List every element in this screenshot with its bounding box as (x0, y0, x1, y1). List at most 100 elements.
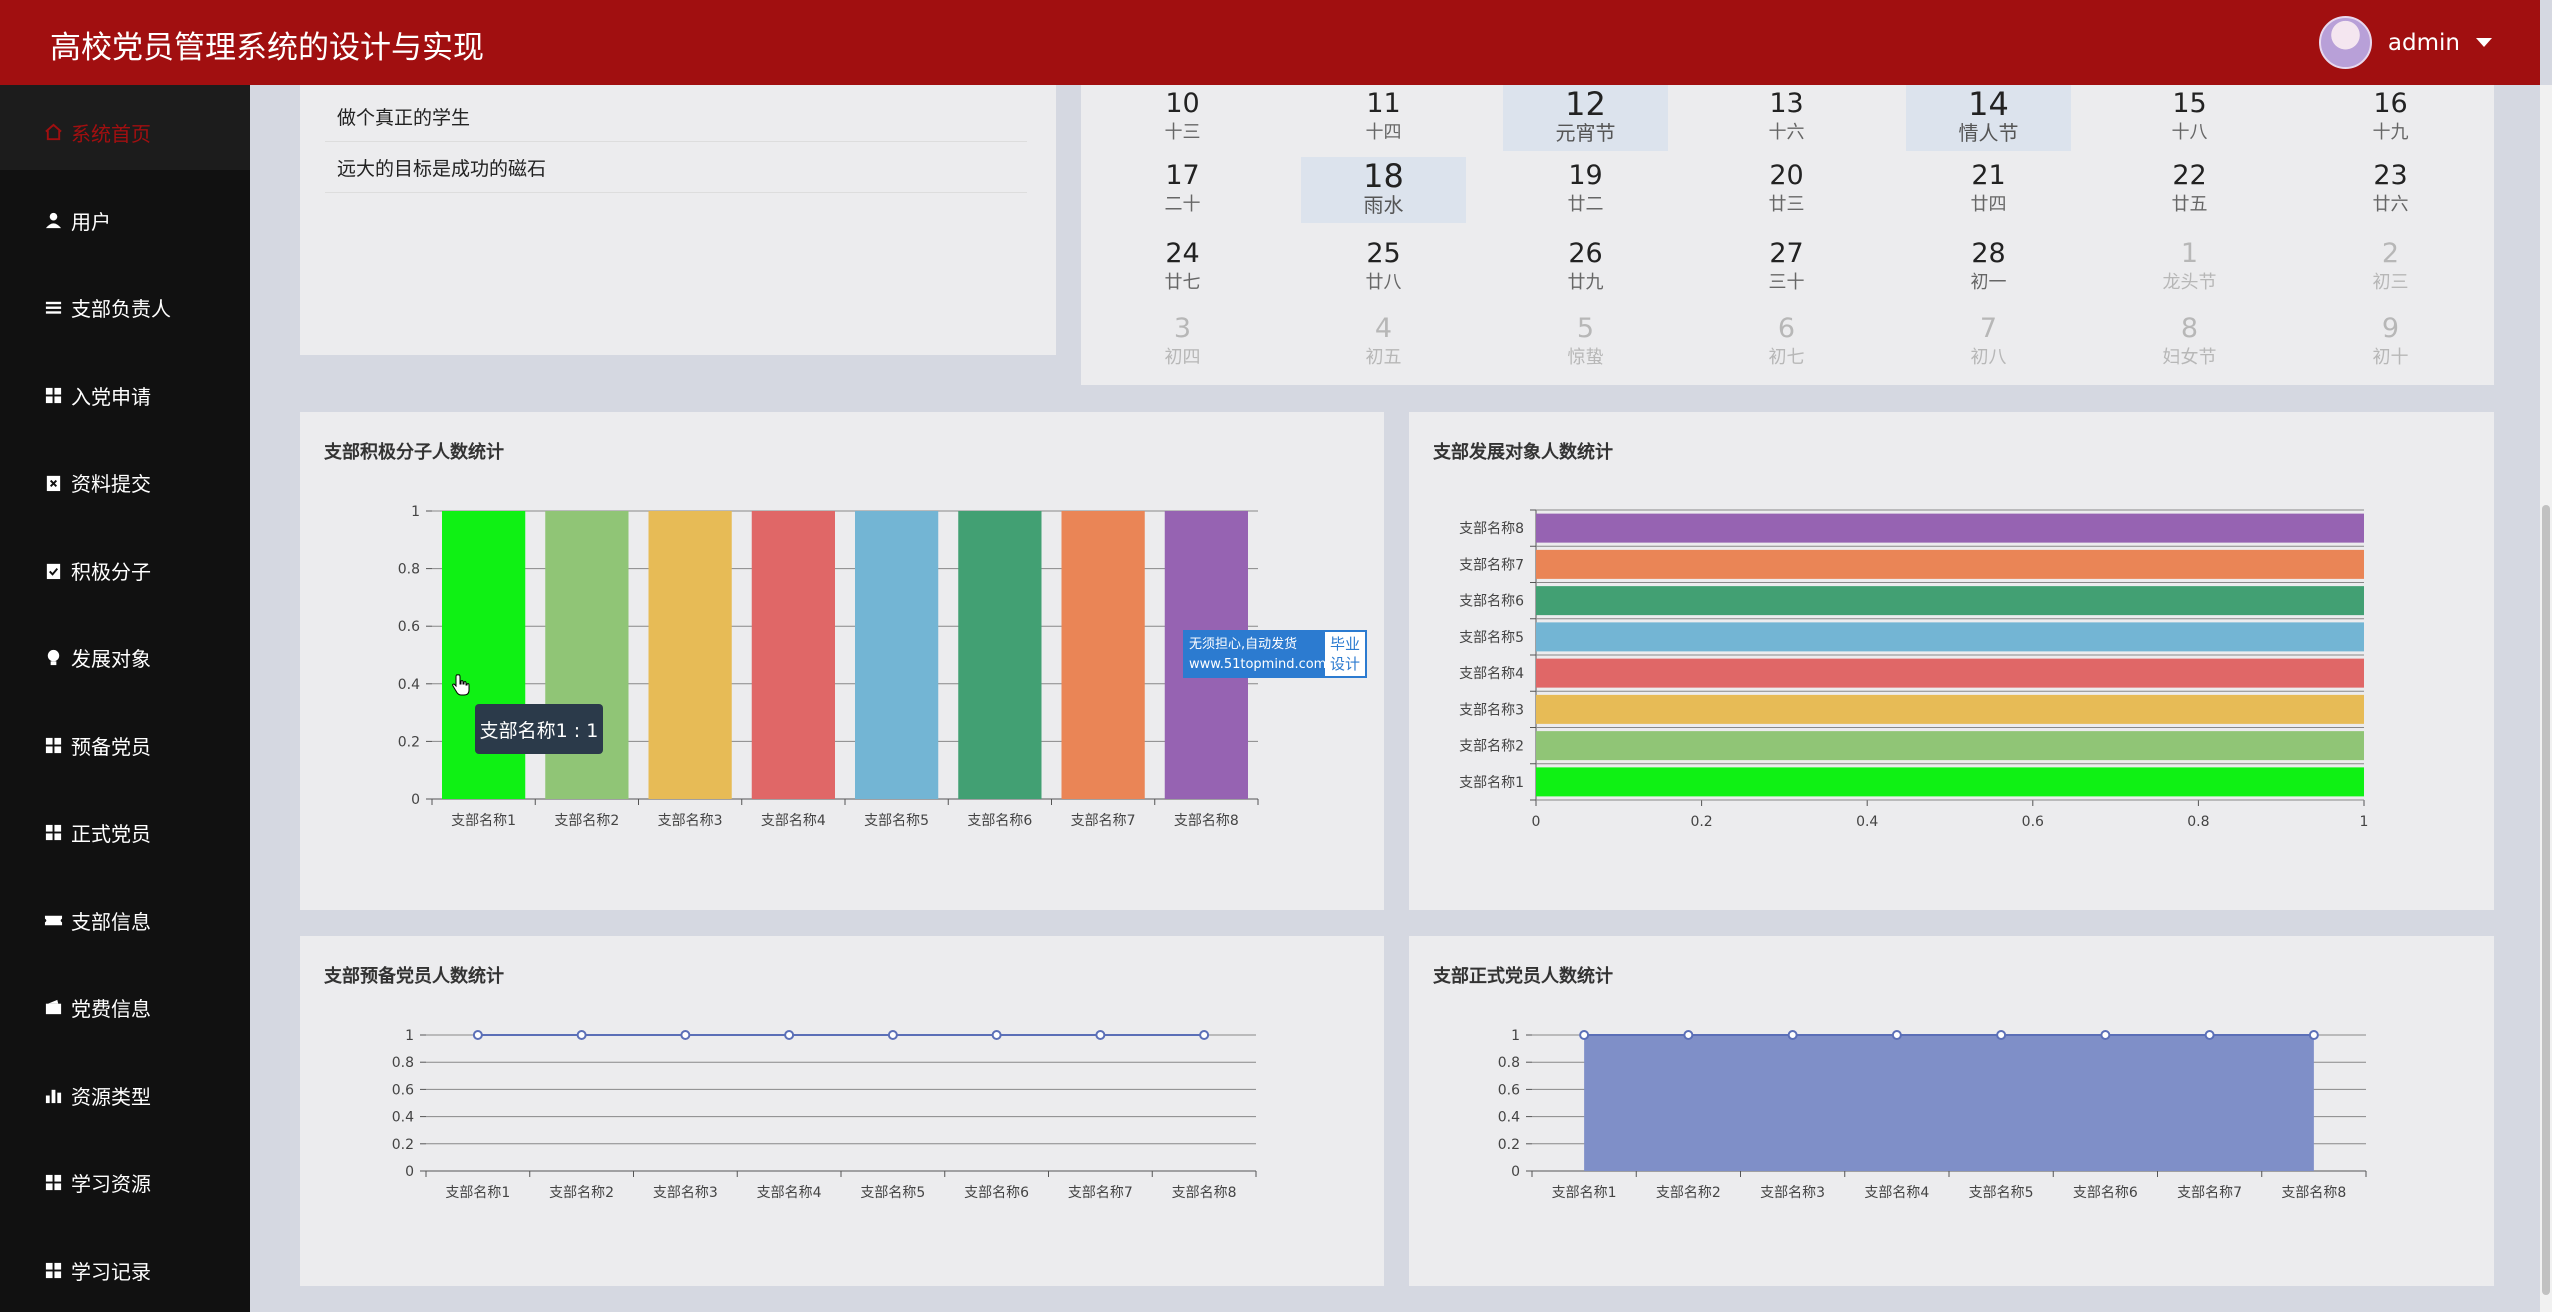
calendar-day[interactable]: 18 雨水 (1301, 157, 1466, 223)
grid-icon (45, 387, 62, 403)
bar (1536, 549, 2364, 579)
sidebar-item[interactable]: 支部负责人 (44, 293, 171, 322)
chart-title: 支部正式党员人数统计 (1433, 966, 1613, 987)
calendar-day[interactable]: 25 廿八 (1301, 235, 1466, 305)
development-hbar-chart[interactable]: 0 0.2 0.4 0.6 0.8 1 支部名称1 支部名称2 支部名称3 支部名称4 支部名称5 支… (1440, 495, 2440, 835)
calendar-day[interactable]: 7 初八 (1906, 310, 2071, 380)
avatar[interactable] (2318, 16, 2372, 69)
calendar-day[interactable]: 16 十九 (2308, 85, 2473, 155)
calendar-day[interactable]: 15 十八 (2107, 85, 2272, 155)
data-point (1579, 1030, 1590, 1040)
scrollbar-thumb[interactable] (2542, 505, 2550, 1295)
calendar-day[interactable]: 10 十三 (1100, 85, 1265, 155)
sidebar-item[interactable]: 预备党员 (44, 731, 151, 760)
sidebar-item-label: 积极分子 (71, 559, 151, 584)
clipboard-check-icon (46, 563, 61, 579)
y-tick-label: 0 (405, 1164, 414, 1180)
data-point (1095, 1030, 1106, 1040)
calendar-day[interactable]: 23 廿六 (2308, 157, 2473, 227)
x-tick-label: 支部名称5 (860, 1185, 925, 1201)
lunar-label: 廿三 (1768, 194, 1805, 215)
calendar-day[interactable]: 11 十四 (1301, 85, 1466, 155)
sidebar-item[interactable]: 入党申请 (44, 381, 151, 410)
calendar-day[interactable]: 5 惊蛰 (1503, 310, 1668, 380)
lunar-label: 妇女节 (2162, 347, 2217, 368)
lunar-label: 初八 (1970, 347, 2007, 368)
username[interactable]: admin (2387, 29, 2460, 56)
sidebar-item[interactable]: 正式党员 (44, 818, 151, 847)
sidebar-item-label: 支部负责人 (71, 297, 171, 321)
calendar-day[interactable]: 28 初一 (1906, 235, 2071, 305)
sidebar-item[interactable]: 资源类型 (44, 1081, 151, 1110)
sidebar-item-label: 入党申请 (71, 384, 151, 409)
lunar-label: 初四 (1164, 347, 1201, 368)
sidebar-active-highlight (0, 85, 250, 170)
calendar-day[interactable]: 14 情人节 (1906, 85, 2071, 151)
divider (325, 141, 1027, 142)
sidebar-item[interactable]: 学习资源 (44, 1168, 151, 1197)
calendar-day[interactable]: 21 廿四 (1906, 157, 2071, 227)
x-tick-label: 0.4 (1856, 814, 1878, 830)
motto-item: 做个真正的学生 (337, 107, 471, 129)
y-tick-label: 支部名称7 (1459, 557, 1524, 573)
day-number: 22 (2172, 160, 2207, 191)
x-tick-label: 支部名称6 (2073, 1185, 2138, 1201)
calendar-day[interactable]: 6 初七 (1704, 310, 1869, 380)
bar (1536, 694, 2364, 724)
sidebar-item[interactable]: 资料提交 (44, 468, 151, 497)
calendar-day[interactable]: 9 初十 (2308, 310, 2473, 380)
calendar-day[interactable]: 8 妇女节 (2107, 310, 2272, 380)
calendar-day[interactable]: 20 廿三 (1704, 157, 1869, 227)
x-tick-label: 支部名称5 (1969, 1185, 2034, 1201)
sidebar-item-label: 系统首页 (71, 122, 151, 146)
bar-chart-icon (45, 1089, 62, 1103)
caret-down-icon[interactable] (2476, 38, 2492, 47)
day-number: 15 (2172, 88, 2207, 119)
x-tick-label: 支部名称3 (658, 813, 723, 829)
day-number: 10 (1165, 88, 1200, 119)
data-point (1891, 1030, 1902, 1040)
calendar-day[interactable]: 24 廿七 (1100, 235, 1265, 305)
day-number: 7 (1979, 313, 1998, 344)
calendar-day[interactable]: 26 廿九 (1503, 235, 1668, 305)
data-point (887, 1030, 898, 1040)
calendar-day[interactable]: 17 二十 (1100, 157, 1265, 227)
data-point (1683, 1030, 1694, 1040)
sidebar-item[interactable]: 支部信息 (44, 906, 151, 935)
page-scrollbar[interactable] (2540, 85, 2552, 1312)
calendar-day[interactable]: 3 初四 (1100, 310, 1265, 380)
sidebar-item-label: 党费信息 (71, 997, 151, 1021)
calendar-day[interactable]: 19 廿二 (1503, 157, 1668, 227)
lunar-label: 初七 (1768, 347, 1805, 368)
sidebar-item[interactable]: 学习记录 (44, 1256, 151, 1285)
activists-bar-chart[interactable]: 0 0.2 0.4 0.6 0.8 1 支部名称1 支部名称2 支部名称3 支部名称4 支部名称5 支… (360, 495, 1280, 835)
formal-area-chart[interactable]: 0 0.2 0.4 0.6 0.8 1 支部名称1 支部名称2 支部名称3 支部名称4 支部名称5 支… (1470, 1020, 2390, 1210)
user-menu[interactable]: admin (2318, 16, 2492, 69)
sidebar-item[interactable]: 积极分子 (44, 556, 151, 585)
area-fill (1584, 1035, 2314, 1171)
x-tick-label: 支部名称4 (757, 1185, 822, 1201)
calendar-day[interactable]: 22 廿五 (2107, 157, 2272, 227)
probationary-line-chart[interactable]: 0 0.2 0.4 0.6 0.8 1 支部名称1 支部名称2 支部名称3 支部名称4 支部名称5 支… (360, 1020, 1280, 1210)
calendar-day[interactable]: 13 十六 (1704, 85, 1869, 155)
y-tick-label: 支部名称8 (1459, 521, 1524, 537)
y-tick-label: 0.4 (398, 677, 420, 693)
calendar-day[interactable]: 1 龙头节 (2107, 235, 2272, 305)
calendar-day[interactable]: 27 三十 (1704, 235, 1869, 305)
lunar-label: 惊蛰 (1567, 347, 1604, 368)
y-tick-label: 0.6 (392, 1082, 414, 1098)
y-tick-label: 0 (1511, 1164, 1520, 1180)
sidebar-item[interactable]: 用户 (44, 206, 111, 235)
x-tick-label: 支部名称1 (445, 1185, 510, 1201)
calendar-day[interactable]: 12 元宵节 (1503, 85, 1668, 151)
y-tick-label: 0.6 (1498, 1082, 1520, 1098)
bulb-icon (47, 649, 60, 666)
sidebar-item[interactable]: 系统首页 (44, 118, 151, 147)
calendar-day[interactable]: 4 初五 (1301, 310, 1466, 380)
x-tick-label: 支部名称4 (1864, 1185, 1929, 1201)
lunar-label: 二十 (1164, 194, 1201, 215)
calendar-day[interactable]: 2 初三 (2308, 235, 2473, 305)
x-tick-label: 支部名称2 (1656, 1185, 1721, 1201)
sidebar-item[interactable]: 党费信息 (44, 993, 151, 1022)
sidebar-item[interactable]: 发展对象 (44, 643, 151, 672)
